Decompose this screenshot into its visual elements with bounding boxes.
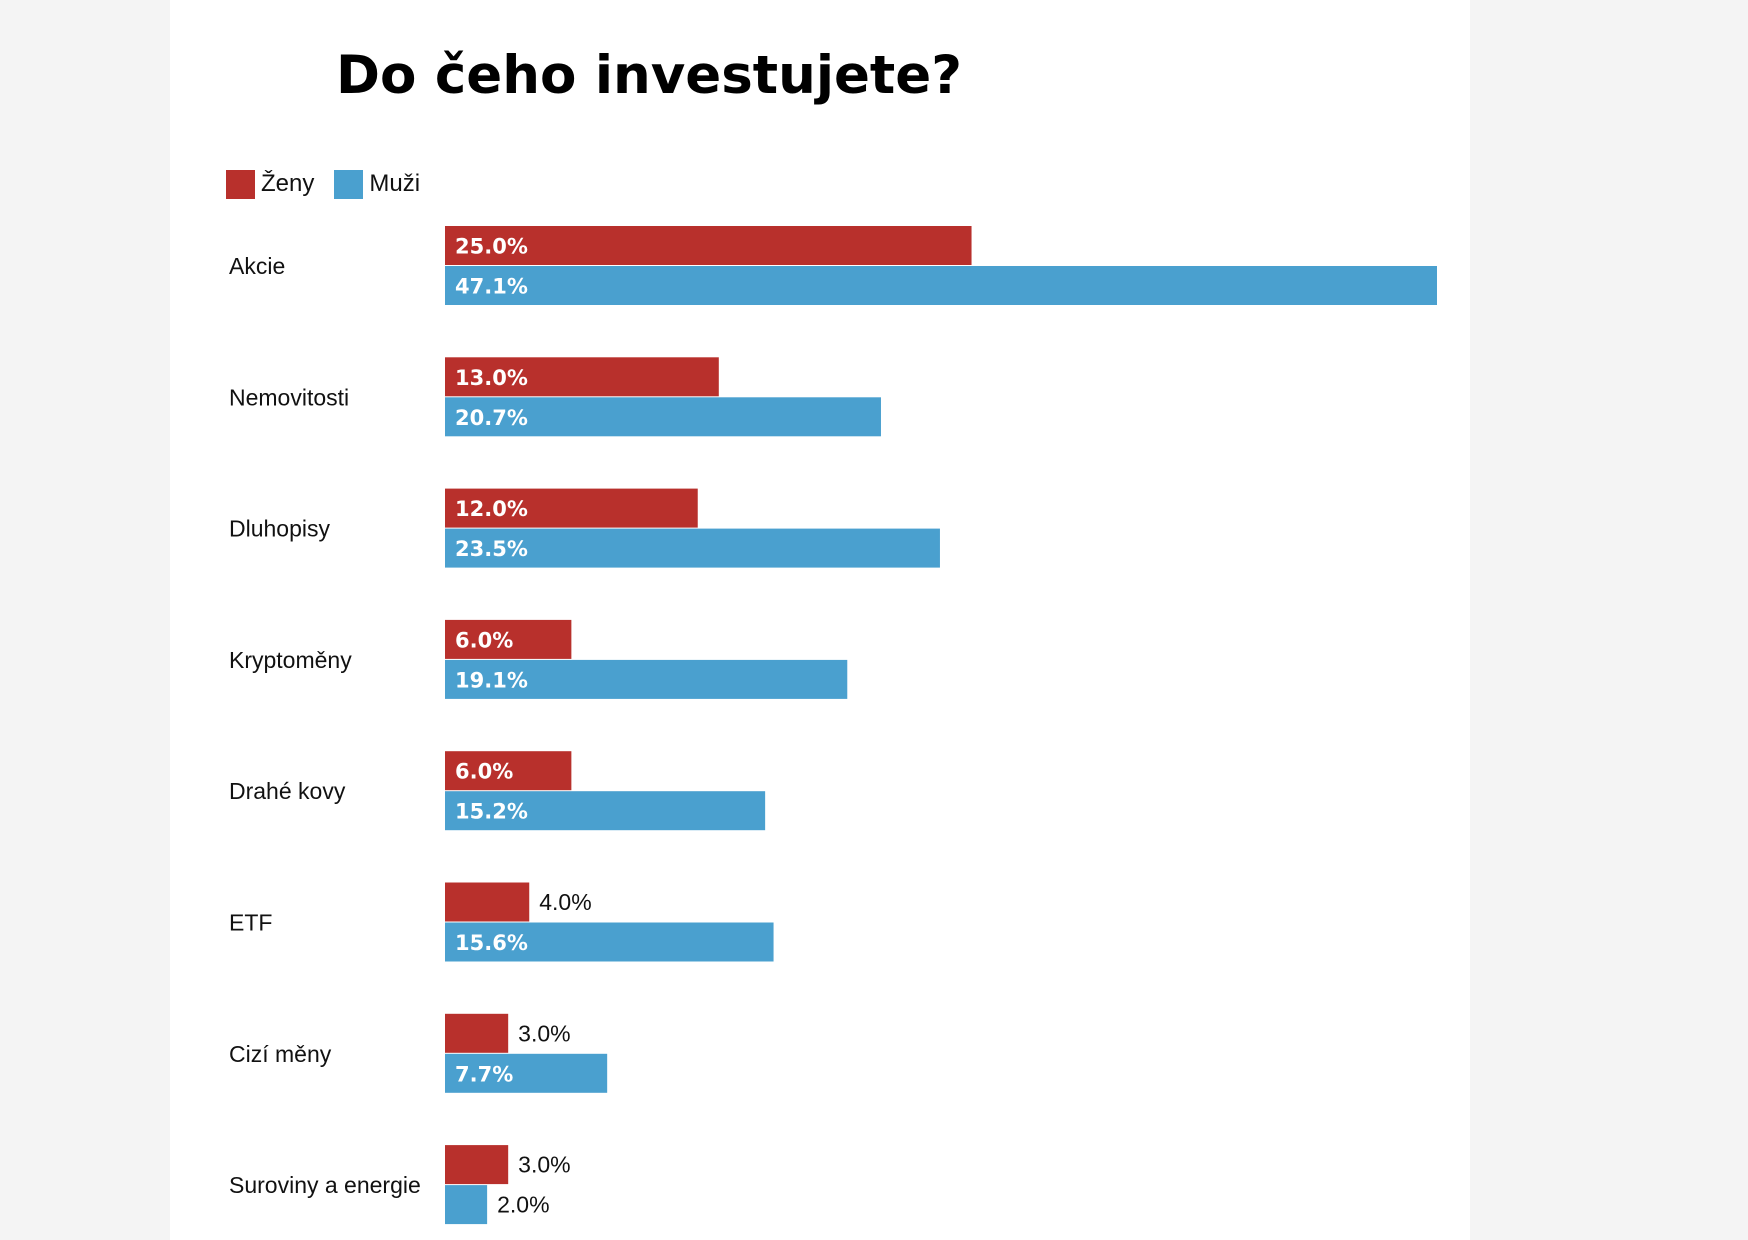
data-label: 47.1% — [455, 275, 528, 299]
bar-zeny — [445, 751, 572, 791]
data-label: 19.1% — [455, 668, 528, 692]
category-label: Nemovitosti — [229, 384, 349, 410]
bar-zeny — [445, 488, 698, 528]
bar-muzi — [445, 1185, 488, 1225]
data-label: 7.7% — [455, 1062, 513, 1086]
category-label: Cizí měny — [229, 1041, 332, 1067]
category-label: ETF — [229, 910, 272, 936]
data-label: 13.0% — [455, 366, 528, 390]
legend-entry-zeny: Ženy — [226, 169, 315, 199]
legend-label-muzi: Muži — [369, 170, 421, 197]
data-label: 3.0% — [518, 1152, 570, 1178]
category-label: Dluhopisy — [229, 516, 330, 542]
legend-label-zeny: Ženy — [261, 170, 315, 197]
legend: Ženy Muži — [226, 168, 440, 200]
bar-muzi — [445, 659, 848, 699]
bar-zeny — [445, 1145, 509, 1185]
bar-muzi — [445, 922, 774, 962]
legend-swatch-zeny — [226, 169, 255, 199]
legend-entry-muzi: Muži — [334, 169, 421, 199]
bar-zeny — [445, 619, 572, 659]
category-label: Suroviny a energie — [229, 1172, 421, 1198]
data-label: 12.0% — [455, 497, 528, 521]
chart-panel — [170, 0, 1470, 1240]
bar-muzi — [445, 791, 766, 831]
data-label: 6.0% — [455, 760, 513, 784]
category-label: Kryptoměny — [229, 647, 352, 673]
bar-muzi — [445, 397, 881, 437]
data-label: 4.0% — [539, 889, 591, 915]
bar-zeny — [445, 882, 530, 922]
bar-muzi — [445, 1053, 608, 1093]
data-label: 20.7% — [455, 406, 528, 430]
data-label: 2.0% — [497, 1192, 549, 1218]
bar-muzi — [445, 266, 1437, 305]
bar-zeny — [445, 357, 719, 397]
bar-zeny — [445, 226, 972, 265]
data-label: 3.0% — [518, 1020, 570, 1046]
bar-muzi — [445, 528, 940, 568]
data-label: 23.5% — [455, 537, 528, 561]
legend-swatch-muzi — [334, 169, 364, 199]
data-label: 6.0% — [455, 628, 513, 652]
bar-zeny — [445, 1013, 509, 1053]
data-label: 25.0% — [455, 235, 528, 259]
category-label: Akcie — [229, 253, 285, 279]
category-label: Drahé kovy — [229, 778, 346, 804]
chart-title: Do čeho investujete? — [336, 45, 962, 106]
data-label: 15.2% — [455, 800, 528, 824]
data-label: 15.6% — [455, 931, 528, 955]
